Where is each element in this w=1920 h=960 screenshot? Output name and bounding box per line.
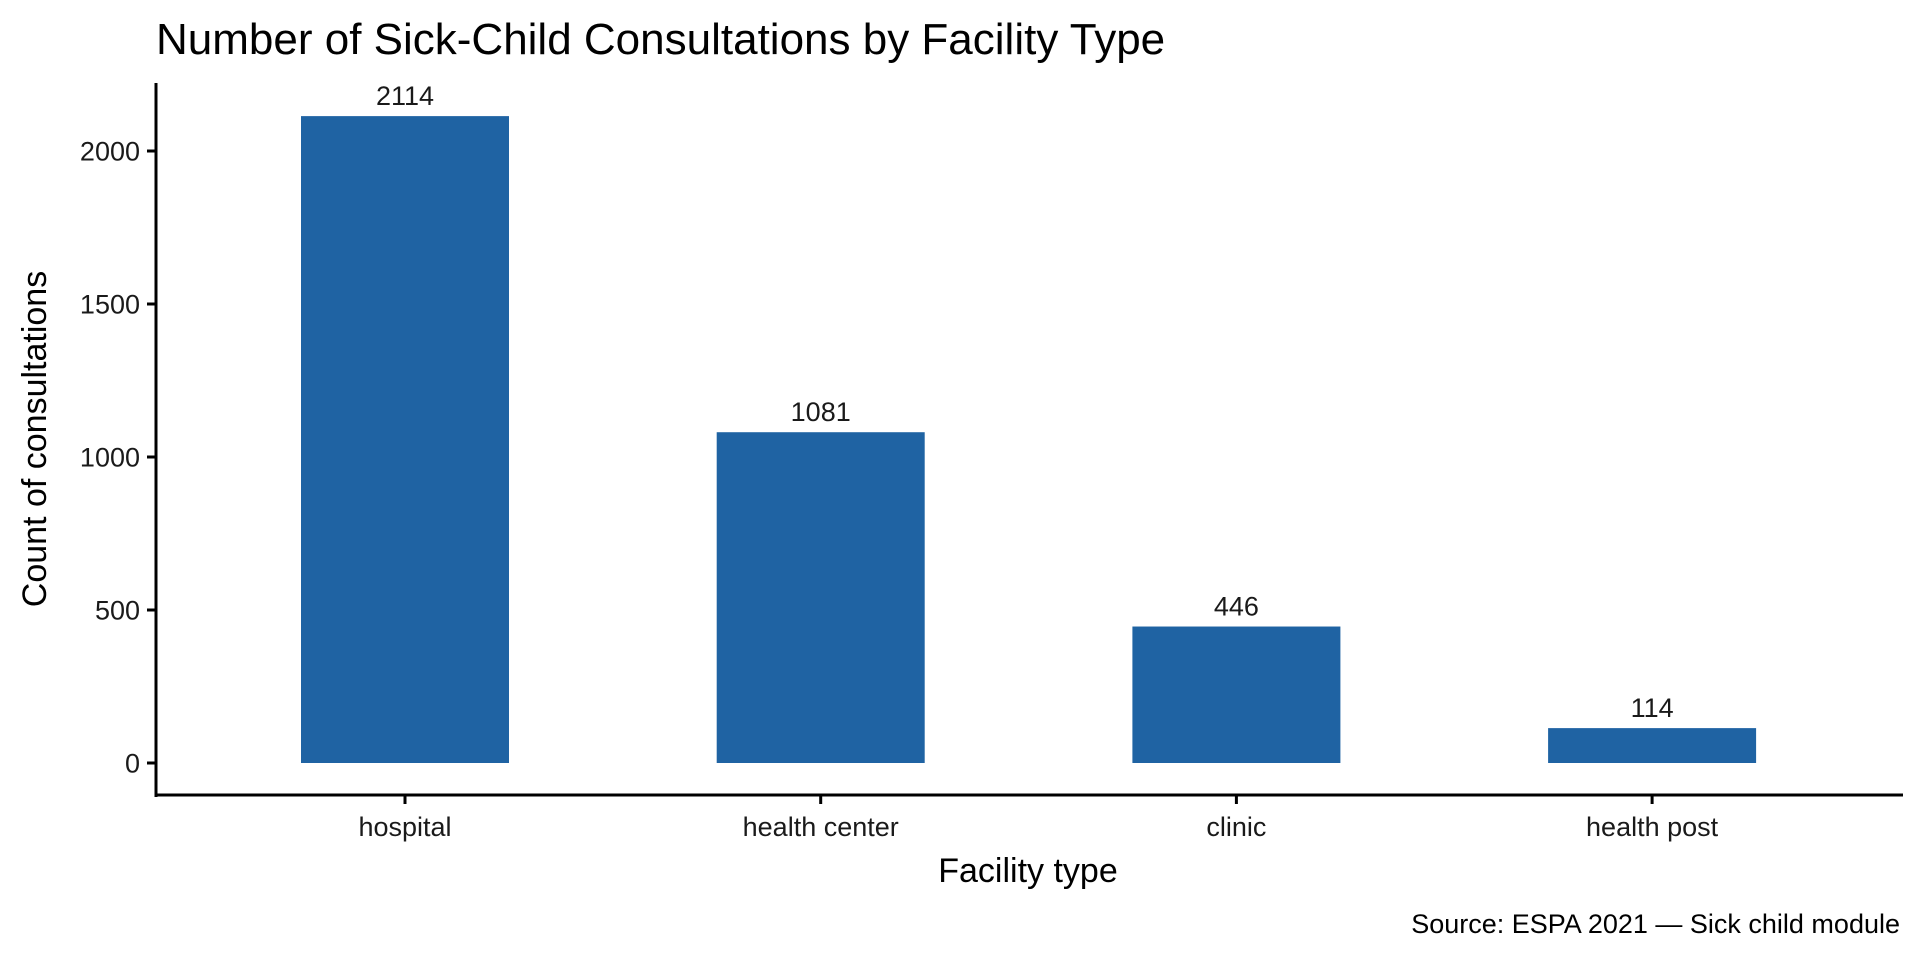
y-tick-label: 0 (125, 749, 140, 779)
y-axis-ticks: 0 500 1000 1500 2000 (80, 137, 156, 779)
y-tick-label: 1000 (80, 443, 140, 473)
data-labels: 2114 1081 446 114 (376, 81, 1674, 723)
bar-hospital (301, 116, 509, 764)
data-label: 1081 (791, 397, 851, 427)
bar-health-center (716, 432, 925, 763)
bars (301, 116, 1757, 764)
y-tick-label: 2000 (80, 137, 140, 167)
x-tick-label: health center (743, 812, 899, 842)
x-tick-label: hospital (358, 812, 451, 842)
bar-clinic (1132, 626, 1341, 763)
x-axis-ticks: hospital health center clinic health post (358, 795, 1719, 842)
chart-title: Number of Sick-Child Consultations by Fa… (156, 15, 1165, 64)
x-tick-label: health post (1586, 812, 1719, 842)
y-tick-label: 500 (95, 596, 140, 626)
x-tick-label: clinic (1206, 812, 1266, 842)
bar-health-post (1548, 728, 1757, 763)
data-label: 446 (1214, 592, 1259, 622)
data-label: 114 (1631, 693, 1674, 723)
data-label: 2114 (376, 81, 434, 111)
x-axis-title: Facility type (938, 852, 1118, 890)
y-tick-label: 1500 (80, 290, 140, 320)
chart-caption: Source: ESPA 2021 — Sick child module (1411, 909, 1900, 939)
y-axis-title: Count of consultations (16, 271, 54, 607)
